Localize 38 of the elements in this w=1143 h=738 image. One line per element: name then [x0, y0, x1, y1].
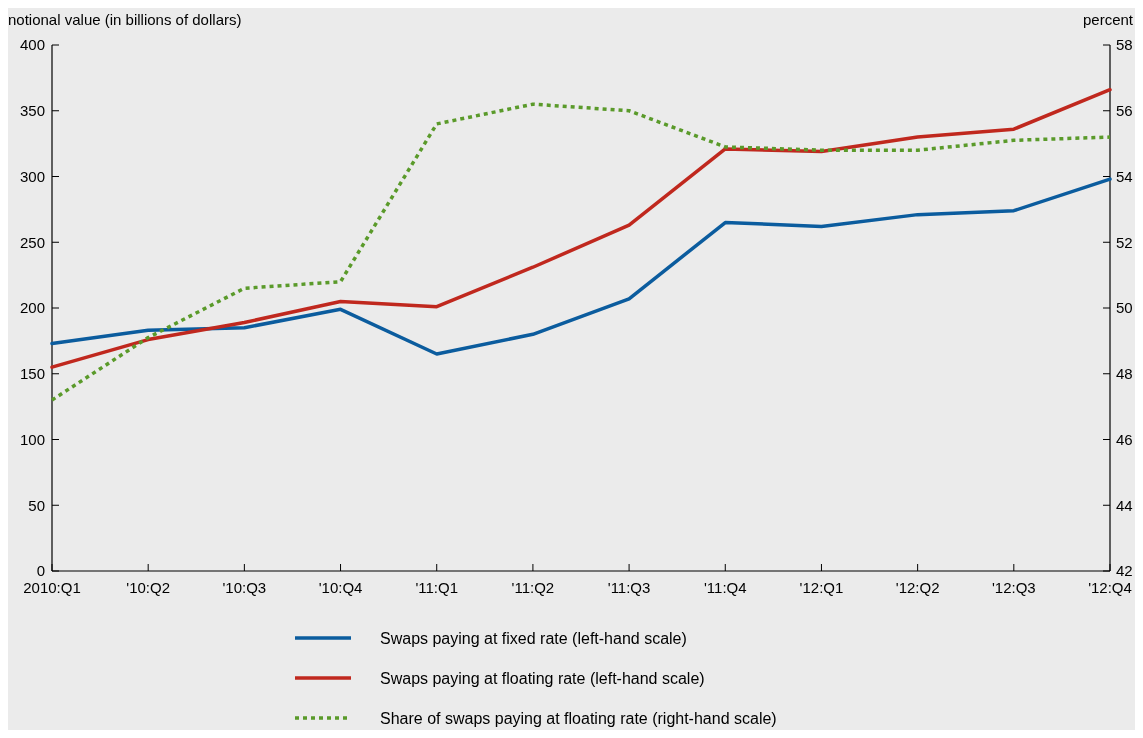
- y-tick-label: 150: [19, 365, 45, 382]
- legend-label: Swaps paying at fixed rate (left-hand scale): [380, 629, 687, 647]
- line-series: [50, 177, 1112, 356]
- y-tick-label: 50: [28, 496, 45, 514]
- legend-label: Share of swaps paying at floating rate (right-hand scale): [380, 709, 777, 727]
- y2-tick-label: 44: [1116, 496, 1133, 514]
- x-tick-label: '11:Q2: [511, 579, 555, 596]
- x-tick-label: '11:Q3: [607, 579, 651, 596]
- y-tick-label: 400: [19, 36, 45, 54]
- y-tick-label: 250: [19, 233, 45, 251]
- x-tick-label: '10:Q3: [222, 579, 267, 596]
- y2-tick-label: 50: [1116, 299, 1133, 317]
- y-tick-label: 0: [36, 562, 45, 580]
- y2-axis-title: percent: [1082, 11, 1134, 28]
- x-tick-label: '12:Q1: [799, 579, 844, 596]
- x-tick-label: '10:Q4: [318, 579, 363, 596]
- x-tick-label: 2010:Q1: [23, 579, 81, 596]
- y-tick-label: 350: [19, 102, 45, 119]
- line-series: [50, 102, 1112, 402]
- y2-tick-label: 58: [1116, 36, 1133, 54]
- y2-tick-label: 48: [1116, 365, 1133, 382]
- y2-tick-label: 54: [1116, 167, 1133, 185]
- y-tick-label: 300: [19, 167, 45, 185]
- x-tick-label: '12:Q4: [1088, 579, 1132, 596]
- y-tick-label: 200: [19, 299, 45, 317]
- y2-tick-label: 42: [1116, 562, 1133, 580]
- x-tick-label: '12:Q3: [991, 579, 1036, 596]
- y2-tick-label: 56: [1116, 102, 1133, 119]
- x-tick-label: '11:Q4: [703, 579, 747, 596]
- y-axis-title: notional value (in billions of dollars): [8, 11, 242, 28]
- line-series: [50, 87, 1112, 369]
- y2-tick-label: 46: [1116, 430, 1133, 448]
- x-tick-label: '10:Q2: [126, 579, 171, 596]
- y-tick-label: 100: [19, 430, 45, 448]
- legend-label: Swaps paying at floating rate (left-hand scale): [380, 669, 705, 687]
- y2-tick-label: 52: [1116, 233, 1133, 251]
- x-tick-label: '11:Q1: [415, 579, 459, 596]
- x-tick-label: '12:Q2: [895, 579, 940, 596]
